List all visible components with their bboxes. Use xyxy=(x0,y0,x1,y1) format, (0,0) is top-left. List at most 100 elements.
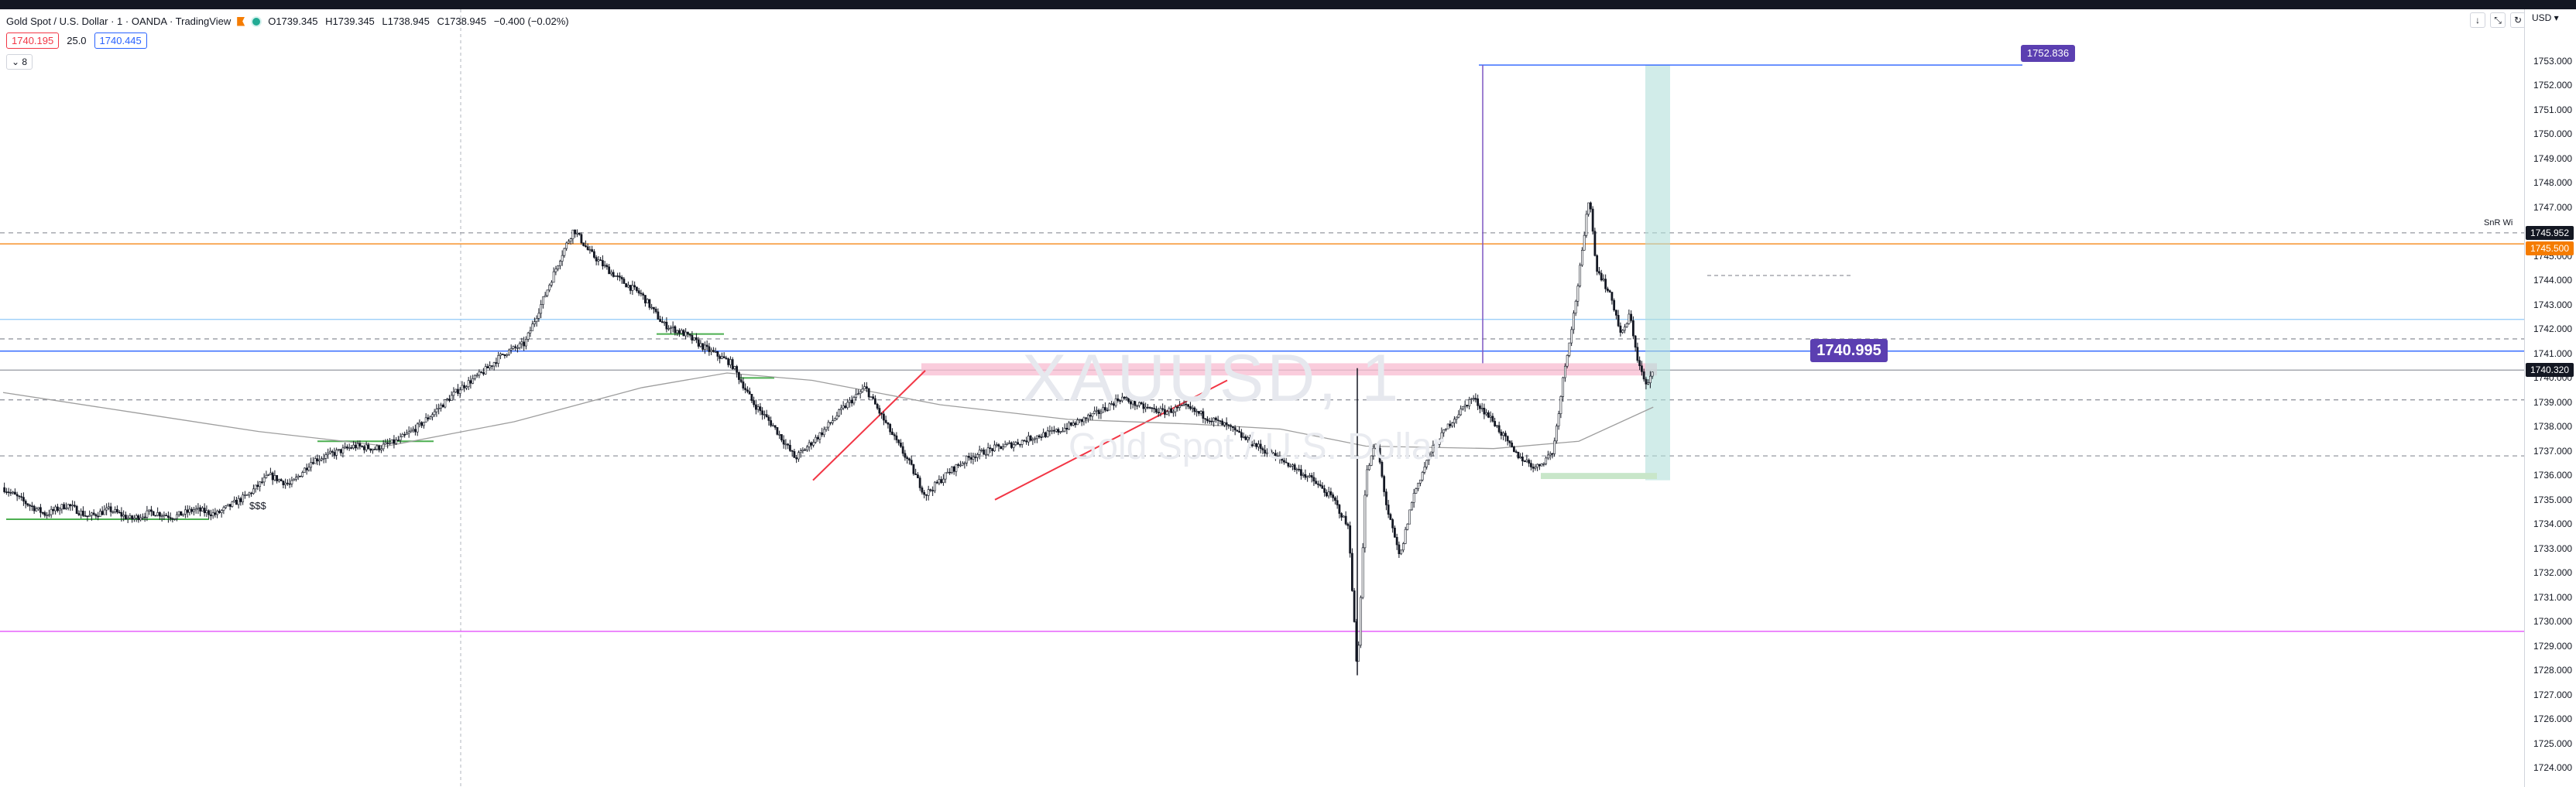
candle-body-56 xyxy=(122,515,125,517)
candle-body-185 xyxy=(396,440,400,441)
buy-button[interactable]: 1740.445 xyxy=(94,33,147,49)
candle-body-669 xyxy=(1428,453,1430,461)
candle-body-12 xyxy=(29,505,32,507)
candle-body-568 xyxy=(1213,417,1216,422)
candle-body-507 xyxy=(1082,417,1086,423)
last-price-tag: 1740.320 xyxy=(2526,363,2574,378)
liquidity-label: $$$ xyxy=(249,500,266,512)
candle-body-763 xyxy=(1628,313,1631,324)
candle-body-771 xyxy=(1645,378,1648,385)
trendline-2 xyxy=(994,379,1228,501)
candle-body-644 xyxy=(1374,443,1377,449)
price-tick-label: 1725.000 xyxy=(2533,737,2573,749)
candle-body-419 xyxy=(895,435,898,440)
price-tick-label: 1735.000 xyxy=(2533,494,2573,505)
candle-body-538 xyxy=(1148,407,1151,409)
candle-body-81 xyxy=(176,514,178,519)
candle-body-498 xyxy=(1063,427,1066,432)
currency-selector[interactable]: USD ▾ xyxy=(2532,12,2559,23)
candle-body-200 xyxy=(429,416,432,419)
candle-body-401 xyxy=(857,393,859,395)
candle-body-473 xyxy=(1010,442,1013,448)
candle-body-26 xyxy=(58,508,61,512)
candle-body-76 xyxy=(165,515,168,517)
candle-body-566 xyxy=(1208,420,1211,423)
candle-body-543 xyxy=(1159,408,1162,414)
candle-body-426 xyxy=(910,460,913,465)
candle-body-32 xyxy=(71,505,74,507)
price-tick-label: 1739.000 xyxy=(2533,396,2573,408)
candle-body-484 xyxy=(1034,438,1037,440)
scroll-down-icon[interactable]: ↓ xyxy=(2470,12,2485,28)
candle-body-539 xyxy=(1151,407,1154,409)
candle-body-758 xyxy=(1617,315,1620,327)
candle-body-391 xyxy=(835,416,839,419)
candle-body-573 xyxy=(1223,422,1226,426)
candle-body-182 xyxy=(390,439,393,444)
candle-body-381 xyxy=(815,436,817,443)
candle-body-595 xyxy=(1270,450,1273,456)
indicators-toggle[interactable]: ⌄ 8 xyxy=(6,54,33,70)
candle-body-581 xyxy=(1240,432,1243,438)
sell-button[interactable]: 1740.195 xyxy=(6,33,60,49)
candle-body-191 xyxy=(410,429,413,433)
candlestick-chart[interactable] xyxy=(0,9,2524,787)
candle-body-627 xyxy=(1338,505,1341,514)
candle-body-402 xyxy=(859,391,862,394)
price-tick-label: 1734.000 xyxy=(2533,518,2573,530)
spread-value: 25.0 xyxy=(67,35,87,46)
candle-body-289 xyxy=(618,275,621,278)
entry-price-callout[interactable]: 1740.995 xyxy=(1810,339,1888,362)
candle-body-432 xyxy=(923,491,926,495)
candle-body-382 xyxy=(816,436,819,440)
candle-body-744 xyxy=(1587,202,1590,215)
candle-body-618 xyxy=(1319,484,1322,486)
price-tick-label: 1750.000 xyxy=(2533,128,2573,140)
candle-body-620 xyxy=(1323,488,1326,493)
candle-body-84 xyxy=(182,513,185,516)
candle-body-730 xyxy=(1557,413,1560,426)
candle-body-6 xyxy=(15,494,19,497)
price-scale[interactable] xyxy=(2524,9,2576,787)
candle-body-196 xyxy=(420,422,424,426)
candle-body-585 xyxy=(1249,437,1251,445)
candle-body-352 xyxy=(753,400,756,405)
candle-body-140 xyxy=(301,472,304,477)
collapse-icon[interactable]: ⤡ xyxy=(2490,12,2506,28)
candle-body-745 xyxy=(1590,202,1592,210)
flag-icon[interactable] xyxy=(237,16,245,26)
candle-body-747 xyxy=(1593,231,1597,256)
candle-body-208 xyxy=(446,399,449,400)
candle-body-5 xyxy=(13,491,16,495)
chart-area[interactable] xyxy=(0,9,2524,787)
candle-body-423 xyxy=(904,453,907,458)
symbol-title[interactable]: Gold Spot / U.S. Dollar · 1 · OANDA · Tr… xyxy=(6,15,232,27)
candle-body-338 xyxy=(722,356,725,358)
candle-body-530 xyxy=(1131,399,1134,405)
candle-body-512 xyxy=(1093,410,1096,414)
candle-body-658 xyxy=(1404,529,1407,544)
candle-body-229 xyxy=(490,365,493,367)
candle-body-623 xyxy=(1329,491,1333,495)
candle-body-736 xyxy=(1570,329,1573,344)
candle-body-523 xyxy=(1116,399,1120,401)
candle-body-337 xyxy=(720,356,723,359)
candle-body-440 xyxy=(940,479,943,484)
candle-body-468 xyxy=(1000,446,1003,450)
candle-body-335 xyxy=(716,351,719,357)
candle-body-15 xyxy=(35,508,38,512)
candle-body-524 xyxy=(1119,400,1122,402)
candle-body-309 xyxy=(660,321,664,323)
candle-body-750 xyxy=(1600,272,1603,281)
candle-body-124 xyxy=(267,474,270,476)
candle-body-634 xyxy=(1353,590,1356,622)
candle-body-222 xyxy=(475,375,478,377)
target-price-callout[interactable]: 1752.836 xyxy=(2021,45,2075,62)
candle-body-167 xyxy=(358,443,362,447)
refresh-icon[interactable]: ↻ xyxy=(2510,12,2526,28)
candle-body-135 xyxy=(290,480,293,484)
candle-body-429 xyxy=(917,474,919,478)
candle-body-257 xyxy=(550,282,553,286)
candle-body-269 xyxy=(575,232,578,234)
candle-body-664 xyxy=(1417,483,1420,489)
